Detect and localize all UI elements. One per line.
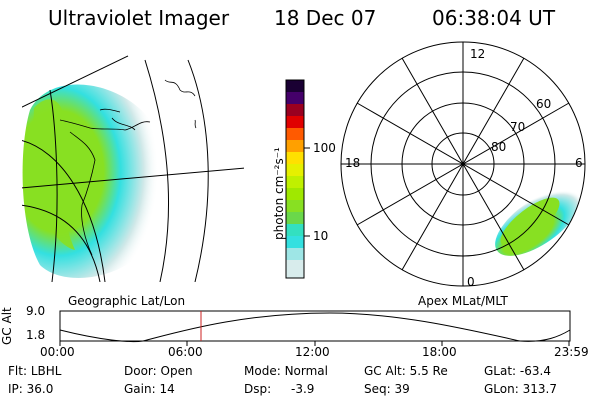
colorbar-tick-label: 10: [313, 229, 329, 243]
info-ip: IP: 36.0: [8, 382, 53, 396]
info-seq: Seq: 39: [364, 382, 410, 396]
mlat-label-80: 80: [491, 140, 507, 154]
geo-grid-line: [22, 140, 106, 282]
altitude-tick-label: 9.0: [26, 304, 46, 318]
info-seq-label: Seq:: [364, 382, 391, 396]
altitude-curve: [59, 312, 571, 343]
geo-grid-line: [22, 204, 101, 282]
info-seq-value: 39: [394, 382, 410, 396]
info-dsp-value: -3.9: [290, 382, 315, 396]
info-mode: Mode: Normal: [244, 364, 328, 378]
colorbar-segment: [286, 92, 304, 104]
info-dsp-label: Dsp:: [244, 382, 272, 396]
info-glat: GLat: -63.4: [484, 364, 551, 378]
colorbar-frame: [285, 79, 305, 279]
info-door-label: Door:: [124, 364, 157, 378]
mlt-label-6: 6: [575, 156, 583, 170]
mlt-label-12: 12: [470, 47, 486, 61]
colorbar-tick-label: 100: [313, 141, 336, 155]
colorbar-segment: [286, 236, 304, 248]
info-gc-alt: GC Alt: 5.5 Re: [364, 364, 448, 378]
mlat-label-60: 60: [536, 97, 552, 111]
info-ip-value: 36.0: [26, 382, 54, 396]
colorbar-segment: [286, 176, 304, 188]
geo-grid-line: [187, 59, 209, 282]
info-glon: GLon: 313.7: [484, 382, 557, 396]
altitude-axis-label: GC Alt: [0, 307, 14, 345]
info-gain-label: Gain:: [124, 382, 156, 396]
geo-grid-line: [22, 55, 129, 108]
info-gain: Gain: 14: [124, 382, 175, 396]
polar-plot: [340, 41, 586, 287]
info-glon-value: 313.7: [522, 382, 557, 396]
altitude-frame: [59, 310, 571, 342]
polar-panel-label: Apex MLat/MLT: [418, 294, 508, 308]
colorbar-segment: [286, 224, 304, 236]
geo-panel-label: Geographic Lat/Lon: [68, 294, 186, 308]
time-label: 06:38:04 UT: [432, 6, 556, 30]
info-dsp: Dsp: -3.9: [244, 382, 314, 396]
mlt-label-18: 18: [345, 156, 361, 170]
info-filter-value: LBHL: [30, 364, 62, 378]
colorbar-segment: [286, 260, 304, 278]
polar-meridian: [401, 57, 525, 271]
colorbar-segment: [286, 188, 304, 200]
colorbar-segment: [286, 164, 304, 176]
info-mode-label: Mode:: [244, 364, 281, 378]
info-filter: Flt: LBHL: [8, 364, 61, 378]
info-glat-label: GLat:: [484, 364, 517, 378]
colorbar-unit-label: photon cm⁻²s⁻¹: [272, 147, 286, 240]
geo-auroral-core: [32, 99, 75, 251]
instrument-title: Ultraviolet Imager: [48, 6, 230, 30]
altitude-plot: [59, 310, 571, 346]
info-glon-label: GLon:: [484, 382, 519, 396]
altitude-tick-label: 1.8: [26, 328, 46, 342]
time-tick-label: 23:59: [554, 345, 589, 359]
mlt-label-0: 0: [467, 275, 475, 289]
info-filter-label: Flt:: [8, 364, 27, 378]
colorbar-segment: [286, 200, 304, 212]
info-door-value: Open: [160, 364, 193, 378]
geographic-map: [22, 55, 244, 282]
colorbar: [285, 79, 310, 279]
colorbar-segment: [286, 80, 304, 92]
mlat-label-70: 70: [510, 120, 526, 134]
info-glat-value: -63.4: [519, 364, 551, 378]
colorbar-segment: [286, 104, 304, 116]
colorbar-segment: [286, 128, 304, 140]
time-tick-label: 06:00: [168, 345, 203, 359]
info-gc-alt-label: GC Alt:: [364, 364, 406, 378]
colorbar-segment: [286, 116, 304, 128]
time-tick-label: 18:00: [422, 345, 457, 359]
colorbar-segment: [286, 212, 304, 224]
geo-coastlines: [59, 79, 197, 256]
info-gc-alt-value: 5.5 Re: [409, 364, 448, 378]
colorbar-segment: [286, 140, 304, 152]
geo-grid-line: [144, 59, 169, 282]
info-ip-label: IP:: [8, 382, 23, 396]
info-mode-value: Normal: [284, 364, 328, 378]
polar-auroral-core: [500, 197, 560, 247]
info-door: Door: Open: [124, 364, 193, 378]
date-label: 18 Dec 07: [274, 6, 377, 30]
colorbar-segment: [286, 248, 304, 260]
geo-grid-line: [49, 89, 58, 282]
colorbar-segment: [286, 152, 304, 164]
time-tick-label: 00:00: [40, 345, 75, 359]
time-tick-label: 12:00: [295, 345, 330, 359]
info-gain-value: 14: [159, 382, 175, 396]
